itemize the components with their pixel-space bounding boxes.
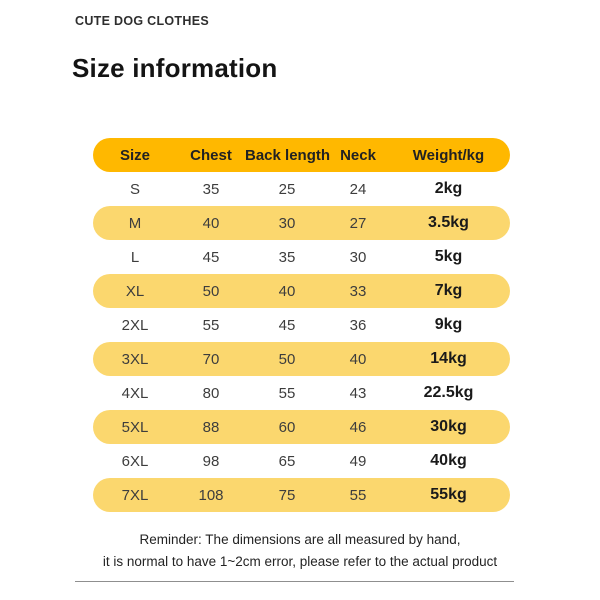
cell-back-length: 65 <box>278 452 296 470</box>
cell-chest: 50 <box>202 282 220 300</box>
cell-neck: 30 <box>349 248 367 266</box>
cell-chest: 88 <box>202 418 220 436</box>
bottom-divider <box>75 581 514 582</box>
cell-back-length: 30 <box>278 214 296 232</box>
cell-chest: 98 <box>202 452 220 470</box>
cell-weight: 40kg <box>430 452 467 469</box>
cell-back-length: 55 <box>278 384 296 402</box>
cell-weight: 30kg <box>430 418 467 435</box>
cell-size: L <box>130 248 140 266</box>
cell-chest: 55 <box>202 316 220 334</box>
table-row-3xl: 3XL 70 50 40 14kg <box>93 342 510 376</box>
table-row-4xl: 4XL 80 55 43 22.5kg <box>93 376 510 410</box>
cell-back-length: 60 <box>278 418 296 436</box>
table-row-s: S 35 25 24 2kg <box>93 172 510 206</box>
page-title: Size information <box>72 53 278 83</box>
table-row-m: M 40 30 27 3.5kg <box>93 206 510 240</box>
cell-chest: 70 <box>202 350 220 368</box>
cell-back-length: 25 <box>278 180 296 198</box>
table-row-xl: XL 50 40 33 7kg <box>93 274 510 308</box>
table-header-row: Size Chest Back length Neck Weight/kg <box>93 138 510 172</box>
reminder-line-2: it is normal to have 1~2cm error, please… <box>102 554 498 569</box>
cell-back-length: 50 <box>278 350 296 368</box>
cell-neck: 46 <box>349 418 367 436</box>
col-header-neck: Neck <box>340 146 376 164</box>
cell-size: 6XL <box>121 452 149 470</box>
cell-neck: 27 <box>349 214 367 232</box>
cell-size: XL <box>125 282 145 300</box>
cell-weight: 3.5kg <box>428 214 469 231</box>
cell-back-length: 75 <box>278 486 296 504</box>
table-row-2xl: 2XL 55 45 36 9kg <box>93 308 510 342</box>
col-header-back-length: Back length <box>245 146 331 164</box>
cell-weight: 22.5kg <box>423 384 474 401</box>
col-header-size: Size <box>119 146 150 164</box>
cell-size: 2XL <box>121 316 149 334</box>
cell-back-length: 40 <box>278 282 296 300</box>
reminder-text: Reminder: The dimensions are all measure… <box>0 529 600 573</box>
cell-neck: 40 <box>349 350 367 368</box>
cell-weight: 9kg <box>434 316 463 333</box>
cell-neck: 55 <box>349 486 367 504</box>
cell-weight: 55kg <box>430 486 467 503</box>
brand-text: CUTE DOG CLOTHES <box>75 14 209 28</box>
cell-neck: 43 <box>349 384 367 402</box>
cell-weight: 2kg <box>434 180 463 197</box>
cell-size: 4XL <box>121 384 149 402</box>
table-row-6xl: 6XL 98 65 49 40kg <box>93 444 510 478</box>
cell-chest: 80 <box>202 384 220 402</box>
reminder-line-1: Reminder: The dimensions are all measure… <box>139 532 461 547</box>
cell-weight: 7kg <box>434 282 463 299</box>
col-header-weight: Weight/kg <box>412 146 485 164</box>
cell-neck: 49 <box>349 452 367 470</box>
cell-size: M <box>128 214 142 232</box>
table-row-7xl: 7XL 108 75 55 55kg <box>93 478 510 512</box>
cell-weight: 14kg <box>430 350 467 367</box>
cell-chest: 108 <box>198 486 224 504</box>
cell-chest: 35 <box>202 180 220 198</box>
cell-back-length: 45 <box>278 316 296 334</box>
cell-size: 3XL <box>121 350 149 368</box>
table-row-l: L 45 35 30 5kg <box>93 240 510 274</box>
size-table: Size Chest Back length Neck Weight/kg S … <box>93 138 510 512</box>
cell-size: 5XL <box>121 418 149 436</box>
cell-neck: 33 <box>349 282 367 300</box>
cell-back-length: 35 <box>278 248 296 266</box>
table-row-5xl: 5XL 88 60 46 30kg <box>93 410 510 444</box>
cell-neck: 24 <box>349 180 367 198</box>
cell-size: 7XL <box>121 486 149 504</box>
cell-weight: 5kg <box>434 248 463 265</box>
cell-chest: 45 <box>202 248 220 266</box>
col-header-chest: Chest <box>190 146 232 164</box>
cell-chest: 40 <box>202 214 220 232</box>
cell-size: S <box>129 180 140 198</box>
cell-neck: 36 <box>349 316 367 334</box>
